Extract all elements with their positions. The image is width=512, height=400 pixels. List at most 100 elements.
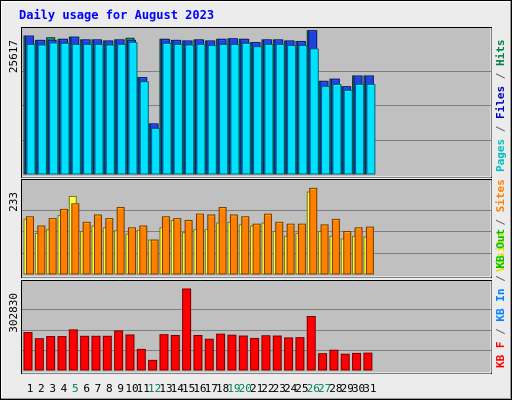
legend-item: KB Out xyxy=(494,229,507,269)
bar-kbytes-kb-f-day-30 xyxy=(352,352,362,371)
day-label-14: 14 xyxy=(171,382,185,395)
day-label-5: 5 xyxy=(72,382,79,395)
legend-item: / xyxy=(494,212,507,232)
day-label-25: 25 xyxy=(295,382,308,395)
legend-item: Hits xyxy=(494,40,507,67)
bar-kbytes-kb-f-day-26 xyxy=(306,316,316,371)
bar-kbytes-kb-f-day-10 xyxy=(125,334,135,371)
bar-hits-pages-day-5 xyxy=(71,44,81,175)
bar-visits-sites-day-26 xyxy=(309,187,318,275)
bar-visits-sites-day-10 xyxy=(127,227,136,275)
bar-visits-sites-day-22 xyxy=(263,213,272,275)
bar-visits-sites-day-25 xyxy=(297,223,306,275)
series-pages xyxy=(26,42,376,175)
day-label-19: 19 xyxy=(227,382,240,395)
bar-visits-sites-day-12 xyxy=(150,239,159,275)
bar-hits-pages-day-10 xyxy=(128,42,138,175)
bar-visits-sites-day-1 xyxy=(26,216,34,275)
bar-visits-sites-day-3 xyxy=(48,218,57,275)
bar-visits-sites-day-15 xyxy=(184,219,193,275)
bar-hits-pages-day-29 xyxy=(343,90,353,175)
bar-hits-pages-day-19 xyxy=(230,44,240,175)
legend-item: Files xyxy=(494,86,507,119)
bar-kbytes-kb-f-day-5 xyxy=(68,329,78,371)
bar-hits-pages-day-6 xyxy=(83,44,93,175)
series-sites xyxy=(26,187,374,275)
bar-hits-pages-day-9 xyxy=(117,44,127,175)
bar-hits-pages-day-27 xyxy=(321,86,331,175)
bar-hits-pages-day-11 xyxy=(139,81,149,175)
day-label-30: 30 xyxy=(352,382,365,395)
legend-item: / xyxy=(494,269,507,289)
panel-visits-ymax-label: 233 xyxy=(7,192,20,212)
panel-hits-legend: Pages / Files / Hits xyxy=(494,40,507,173)
bar-visits-sites-day-14 xyxy=(173,218,182,275)
bar-kbytes-kb-f-day-19 xyxy=(227,334,237,371)
bar-hits-pages-day-4 xyxy=(60,43,70,175)
bar-visits-sites-day-27 xyxy=(320,224,329,275)
bar-kbytes-kb-f-day-28 xyxy=(329,349,339,371)
bar-visits-sites-day-31 xyxy=(365,226,374,275)
day-label-20: 20 xyxy=(239,382,252,395)
bar-visits-sites-day-9 xyxy=(116,207,125,275)
bar-visits-sites-day-7 xyxy=(93,214,102,275)
panel-kbytes: 302830 KB F / KB In / KB Out xyxy=(7,229,507,374)
bar-kbytes-kb-f-day-12 xyxy=(148,359,158,371)
bar-hits-pages-day-28 xyxy=(332,84,342,175)
bar-visits-sites-day-19 xyxy=(229,214,238,275)
bar-visits-sites-day-28 xyxy=(331,218,340,275)
bar-kbytes-kb-f-day-29 xyxy=(340,353,350,371)
bar-visits-sites-day-30 xyxy=(354,227,363,275)
panel-kbytes-ymax-label: 302830 xyxy=(7,293,20,333)
legend-item: KB In xyxy=(494,289,507,322)
bar-visits-sites-day-18 xyxy=(218,207,227,275)
bar-kbytes-kb-f-day-3 xyxy=(46,336,56,371)
day-label-21: 21 xyxy=(250,382,263,395)
bar-kbytes-kb-f-day-15 xyxy=(182,288,192,371)
bar-hits-pages-day-31 xyxy=(366,84,376,175)
bar-kbytes-kb-f-day-27 xyxy=(318,353,328,371)
bar-kbytes-kb-f-day-21 xyxy=(250,337,260,371)
bar-kbytes-kb-f-day-31 xyxy=(363,352,373,371)
legend-item: Pages xyxy=(494,139,507,172)
day-label-15: 15 xyxy=(182,382,195,395)
bar-hits-pages-day-7 xyxy=(94,44,104,175)
legend-item: Visits xyxy=(494,232,507,272)
bar-visits-sites-day-8 xyxy=(105,218,114,275)
day-label-16: 16 xyxy=(193,382,206,395)
bar-hits-pages-day-30 xyxy=(355,84,365,175)
bar-hits-pages-day-22 xyxy=(264,44,274,175)
bar-visits-sites-day-2 xyxy=(37,225,46,275)
bar-visits-sites-day-23 xyxy=(275,221,284,275)
panel-hits-ymax-label: 25617 xyxy=(7,40,20,73)
bar-kbytes-kb-f-day-20 xyxy=(238,335,248,371)
bar-visits-sites-day-6 xyxy=(82,221,91,275)
day-label-4: 4 xyxy=(61,382,68,395)
bar-kbytes-kb-f-day-11 xyxy=(136,348,146,371)
bar-hits-pages-day-1 xyxy=(26,44,36,175)
bar-hits-pages-day-26 xyxy=(309,48,319,175)
bar-kbytes-kb-f-day-4 xyxy=(57,336,67,371)
chart-panels: 25617 Pages / Files / Hits 233 Visits / Sit… xyxy=(7,27,507,374)
bar-kbytes-kb-f-day-9 xyxy=(114,330,124,371)
day-label-10: 10 xyxy=(125,382,138,395)
bar-kbytes-kb-f-day-1 xyxy=(23,332,33,371)
day-label-9: 9 xyxy=(117,382,124,395)
bar-kbytes-kb-f-day-13 xyxy=(159,334,169,371)
bar-kbytes-kb-f-day-18 xyxy=(216,333,226,371)
day-labels: 1 2 3 4 5 6 7 8 9 1011121314151617181920212223242… xyxy=(27,382,377,395)
bar-hits-pages-day-15 xyxy=(185,44,195,175)
bar-visits-sites-day-16 xyxy=(195,213,204,275)
series-kb-f xyxy=(23,288,373,371)
bar-visits-sites-day-29 xyxy=(343,231,352,275)
bar-visits-sites-day-20 xyxy=(241,216,250,275)
bar-kbytes-kb-f-day-6 xyxy=(80,335,90,371)
day-label-1: 1 xyxy=(27,382,34,395)
day-label-23: 23 xyxy=(273,382,286,395)
bar-hits-pages-day-13 xyxy=(162,43,172,175)
day-label-29: 29 xyxy=(341,382,354,395)
bar-kbytes-kb-f-day-16 xyxy=(193,334,203,371)
bar-hits-pages-day-16 xyxy=(196,44,206,175)
bar-visits-sites-day-11 xyxy=(139,225,148,275)
